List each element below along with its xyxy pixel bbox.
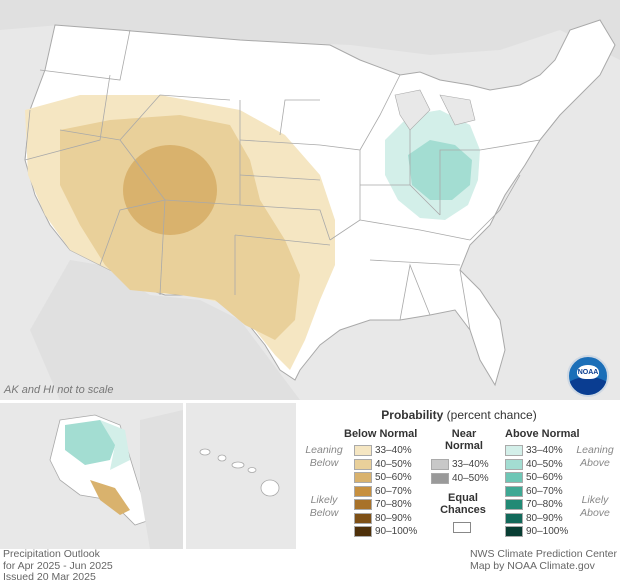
above-normal-label: 50–60% [526, 472, 563, 483]
noaa-logo-gull [577, 365, 599, 379]
near-normal-label: 33–40% [452, 459, 489, 470]
credit-climate-gov: Map by NOAA Climate.gov [469, 559, 595, 572]
outlook-issued-date: Issued 20 Mar 2025 [3, 571, 96, 583]
likely-below-line2: Below [309, 507, 339, 519]
leaning-below-line1: Leaning [305, 444, 343, 456]
alaska-above-33-40 [100, 420, 130, 470]
above-normal-row: 70–80% [505, 498, 563, 511]
above-normal-swatch [505, 458, 523, 470]
below-normal-label: 33–40% [375, 445, 412, 456]
equal-chances-line1: Equal [448, 492, 478, 504]
above-normal-swatch [505, 445, 523, 456]
above-normal-row: 40–50% [505, 458, 563, 471]
below-normal-row: 70–80% [354, 498, 412, 511]
legend-title-bold: Probability [381, 408, 444, 422]
below-normal-swatch [354, 472, 372, 483]
below-normal-swatch [354, 485, 372, 497]
alaska-below-area [90, 480, 130, 515]
above-normal-swatch [505, 512, 523, 524]
noaa-logo-text: NOAA [577, 369, 599, 376]
above-normal-label: 40–50% [526, 458, 563, 470]
leaning-above-line2: Above [580, 457, 610, 469]
likely-below-label: Likely Below [300, 494, 348, 520]
inset-divider [0, 400, 620, 403]
leaning-below-label: Leaning Below [300, 444, 348, 470]
near-normal-header-line1: Near [451, 428, 477, 440]
above-normal-swatch [505, 526, 523, 537]
above-normal-swatch [505, 499, 523, 510]
above-normal-label: 80–90% [526, 512, 563, 524]
outlook-title: Precipitation Outlook [3, 548, 100, 560]
equal-chances-label: Equal Chances [438, 492, 488, 516]
state-boundaries [24, 29, 561, 331]
below-normal-label: 80–90% [375, 512, 412, 524]
noaa-logo-wave [569, 377, 607, 395]
below-normal-row: 50–60% [354, 471, 412, 484]
mexico-landmass [30, 260, 300, 400]
above-normal-row: 33–40% [505, 444, 563, 457]
near-normal-header: Near Normal [444, 428, 484, 452]
likely-below-line1: Likely [310, 494, 338, 506]
probability-legend: Probability (percent chance) Below Norma… [298, 402, 620, 548]
scale-note: AK and HI not to scale [4, 384, 114, 396]
great-lakes [394, 89, 476, 131]
likely-above-line1: Likely [581, 494, 609, 506]
below-normal-row: 33–40% [354, 444, 412, 457]
below-normal-row: 40–50% [354, 458, 412, 471]
legend-title-rest: (percent chance) [446, 408, 537, 422]
above-normal-swatch [505, 472, 523, 483]
outlook-title-block: Precipitation Outlook for Apr 2025 - Jun… [3, 548, 113, 584]
equal-chances-line2: Chances [440, 504, 486, 516]
below-normal-label: 90–100% [375, 526, 418, 537]
below-normal-row: 80–90% [354, 512, 412, 525]
alaska-above-40-50 [65, 420, 120, 465]
above-normal-label: 70–80% [526, 499, 563, 510]
near-normal-row: 33–40% [431, 458, 489, 471]
noaa-logo[interactable]: NOAA [567, 355, 609, 397]
above-normal-label: 33–40% [526, 445, 563, 456]
below-normal-label: 40–50% [375, 458, 412, 470]
above-normal-swatch [505, 485, 523, 497]
near-normal-row: 40–50% [431, 472, 489, 485]
below-normal-row: 60–70% [354, 485, 412, 498]
credit-block: NWS Climate Prediction Center Map by NOA… [469, 548, 617, 572]
below-normal-label: 50–60% [375, 472, 412, 483]
outlook-period: for Apr 2025 - Jun 2025 [3, 559, 113, 572]
near-normal-swatch [431, 472, 449, 484]
leaning-below-line2: Below [309, 457, 339, 469]
alaska-canada [140, 410, 183, 549]
canada-landmass [0, 0, 620, 60]
below-normal-swatch [354, 445, 372, 456]
below-normal-label: 60–70% [375, 485, 412, 497]
hawaii-islands [199, 448, 280, 497]
likely-above-label: Likely Above [570, 494, 620, 520]
below-normal-swatch [354, 499, 372, 510]
above-normal-label: 90–100% [526, 526, 569, 537]
below-normal-row: 90–100% [354, 525, 417, 538]
legend-title: Probability (percent chance) [298, 408, 620, 422]
below-50-60-area [123, 145, 217, 235]
below-normal-swatch [354, 512, 372, 524]
leaning-above-label: Leaning Above [570, 444, 620, 470]
above-normal-row: 90–100% [505, 525, 568, 538]
above-normal-row: 60–70% [505, 485, 563, 498]
near-normal-label: 40–50% [452, 472, 489, 484]
above-normal-header: Above Normal [505, 428, 580, 440]
equal-chances-swatch [453, 522, 471, 533]
hawaii-inset-background [186, 403, 296, 549]
near-normal-swatch [431, 459, 449, 470]
above-normal-label: 60–70% [526, 485, 563, 497]
near-normal-header-line2: Normal [445, 440, 483, 452]
below-normal-swatch [354, 458, 372, 470]
leaning-above-line1: Leaning [576, 444, 614, 456]
below-normal-swatch [354, 526, 372, 537]
credit-cpc: NWS Climate Prediction Center [469, 548, 617, 560]
below-normal-header: Below Normal [344, 428, 418, 440]
above-normal-row: 50–60% [505, 471, 563, 484]
likely-above-line2: Above [580, 507, 610, 519]
above-normal-row: 80–90% [505, 512, 563, 525]
below-normal-label: 70–80% [375, 499, 412, 510]
